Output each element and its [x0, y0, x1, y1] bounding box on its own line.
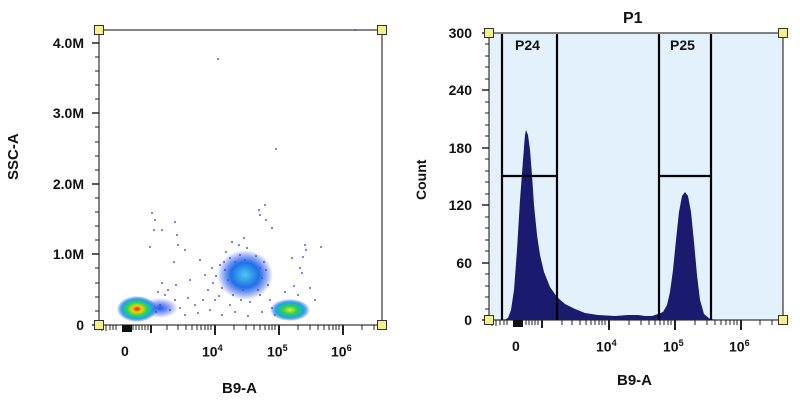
x-tick-label: 104 [202, 343, 223, 360]
y-tick-label: 0 [464, 312, 472, 328]
x-tick-label: 0 [121, 343, 129, 359]
y-tick-label: 120 [448, 197, 472, 213]
y-tick-label: 4.0M [52, 35, 84, 51]
y-tick-label: 3.0M [52, 105, 84, 121]
y-tick-label: 300 [448, 25, 472, 41]
gate-handle-top-right[interactable] [377, 25, 387, 35]
x-tick-label: 106 [729, 338, 750, 355]
gate-handle-bottom-left[interactable] [94, 320, 104, 330]
y-tick-label: 2.0M [52, 176, 84, 192]
y-tick-label: 0 [76, 317, 84, 333]
x-axis-label: B9-A [617, 372, 653, 389]
x-tick-label: 105 [267, 343, 288, 360]
x-tick-label: 0 [512, 338, 520, 354]
scatter-canvas [92, 29, 383, 335]
y-axis-label: SSC-A [5, 133, 22, 180]
y-tick-label: 1.0M [52, 246, 84, 262]
gate-handle-bottom-right[interactable] [778, 315, 788, 325]
gate-label-p24[interactable]: P24 [515, 37, 540, 53]
x-tick-label: 104 [596, 338, 617, 355]
gate-handle-bottom-right[interactable] [377, 320, 387, 330]
gate-handle-bottom-left[interactable] [484, 315, 494, 325]
y-axis-label: Count [413, 159, 429, 200]
gate-label-p25[interactable]: P25 [670, 37, 695, 53]
gate-handle-top-left[interactable] [484, 28, 494, 38]
y-tick-label: 240 [448, 82, 472, 98]
histogram-canvas [482, 32, 784, 330]
gate-handle-top-right[interactable] [778, 28, 788, 38]
x-tick-label: 105 [663, 338, 684, 355]
x-tick-label: 106 [331, 343, 352, 360]
gate-handle-top-left[interactable] [94, 25, 104, 35]
plot-title: P1 [623, 10, 643, 27]
y-tick-label: 180 [448, 140, 472, 156]
x-axis-label: B9-A [222, 380, 258, 397]
y-tick-label: 60 [456, 255, 472, 271]
